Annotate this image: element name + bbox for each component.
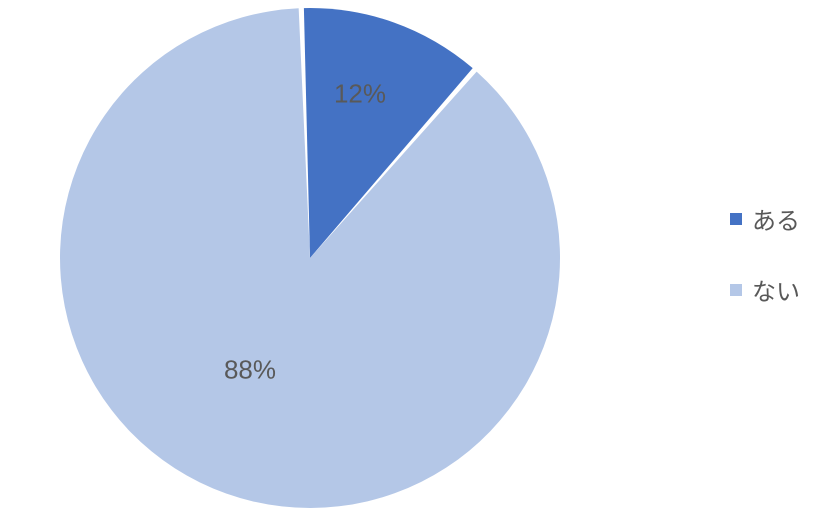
data-label-nai: 88% bbox=[224, 355, 276, 386]
legend-swatch-nai bbox=[730, 284, 742, 296]
pie-svg bbox=[0, 0, 840, 508]
pie-chart: 12% 88% bbox=[0, 0, 840, 508]
legend-item-aru: ある bbox=[730, 201, 800, 236]
legend-item-nai: ない bbox=[730, 272, 800, 307]
legend-label-nai: ない bbox=[752, 272, 800, 307]
legend-label-aru: ある bbox=[752, 201, 800, 236]
data-label-aru: 12% bbox=[334, 79, 386, 110]
legend: ある ない bbox=[730, 201, 800, 307]
legend-swatch-aru bbox=[730, 213, 742, 225]
